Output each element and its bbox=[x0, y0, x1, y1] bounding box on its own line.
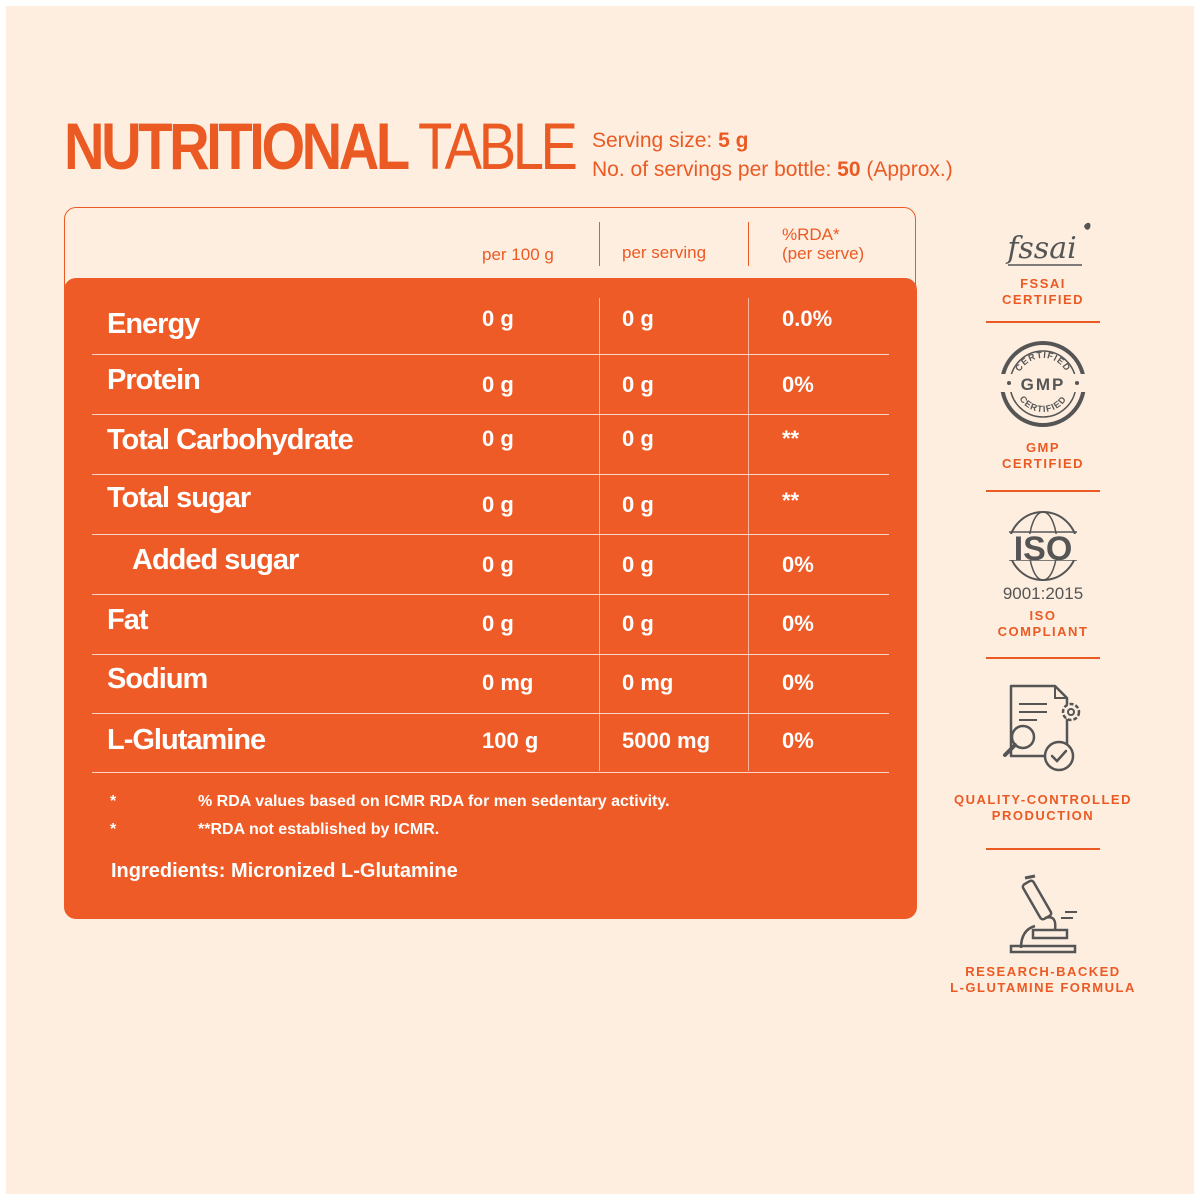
nutrient-name: Sodium bbox=[107, 663, 208, 695]
table-row: Added sugar 0 g 0 g 0% bbox=[92, 534, 889, 595]
iso-globe-icon: ISO bbox=[993, 511, 1093, 581]
table-row: L-Glutamine 100 g 5000 mg 0% bbox=[92, 712, 889, 773]
fssai-label-line2: CERTIFIED bbox=[1001, 292, 1085, 307]
serving-info: Serving size: 5 g No. of servings per bo… bbox=[592, 126, 953, 184]
rda-header-line1: %RDA* bbox=[782, 225, 840, 244]
footnote-text: **RDA not established by ICMR. bbox=[198, 821, 440, 838]
iso-label-line2: COMPLIANT bbox=[997, 624, 1089, 639]
value-rda: 0% bbox=[782, 552, 814, 577]
svg-text:fssai: fssai bbox=[1005, 231, 1076, 266]
value-rda: 0.0% bbox=[782, 306, 833, 331]
table-row: Energy 0 g 0 g 0.0% bbox=[92, 294, 889, 355]
iso-number: 9001:2015 bbox=[1002, 584, 1084, 603]
column-header-per-serving: per serving bbox=[622, 243, 707, 262]
header-divider bbox=[599, 222, 600, 266]
quality-label-line2: PRODUCTION bbox=[991, 808, 1095, 823]
footnote-mark: * bbox=[110, 793, 117, 810]
iso-label-line1: ISO bbox=[1029, 608, 1057, 623]
quality-badge: QUALITY-CONTROLLED PRODUCTION bbox=[940, 682, 1146, 824]
servings-per-bottle-line: No. of servings per bottle: 50 (Approx.) bbox=[592, 158, 953, 181]
nutrient-name: Total Carbohydrate bbox=[107, 424, 354, 456]
fssai-label-line1: FSSAI bbox=[1020, 276, 1066, 291]
badge-divider bbox=[986, 321, 1100, 323]
table-row: Fat 0 g 0 g 0% bbox=[92, 594, 889, 655]
value-per-100g: 0 g bbox=[482, 492, 514, 517]
document-gear-check-icon bbox=[1003, 684, 1081, 772]
svg-text:CERTIFIED: CERTIFIED bbox=[1013, 350, 1073, 373]
fssai-badge: fssai FSSAI CERTIFIED bbox=[940, 220, 1146, 308]
value-rda: ** bbox=[782, 488, 800, 513]
badge-divider bbox=[986, 848, 1100, 850]
value-per-100g: 100 g bbox=[482, 728, 539, 753]
value-rda: ** bbox=[782, 426, 800, 451]
nutrient-name: Protein bbox=[107, 364, 201, 396]
table-row: Protein 0 g 0 g 0% bbox=[92, 354, 889, 415]
serving-size-line: Serving size: 5 g bbox=[592, 129, 749, 152]
microscope-icon bbox=[1009, 874, 1077, 954]
quality-label-line1: QUALITY-CONTROLLED bbox=[954, 792, 1132, 807]
value-per-serving: 0 g bbox=[622, 552, 654, 577]
page-title: NUTRITIONAL TABLE bbox=[64, 109, 578, 183]
ingredients-line: Ingredients: Micronized L-Glutamine bbox=[111, 860, 458, 882]
value-per-serving: 0 mg bbox=[622, 670, 674, 695]
nutrition-panel: Energy 0 g 0 g 0.0% Protein 0 g 0 g 0% T… bbox=[64, 278, 917, 919]
svg-text:ISO: ISO bbox=[1014, 530, 1073, 568]
table-row: Total sugar 0 g 0 g ** bbox=[92, 474, 889, 535]
value-per-100g: 0 g bbox=[482, 611, 514, 636]
header-divider bbox=[748, 222, 749, 266]
nutrient-name: Added sugar bbox=[132, 544, 299, 576]
value-per-serving: 0 g bbox=[622, 611, 654, 636]
value-per-100g: 0 g bbox=[482, 426, 514, 451]
research-badge: RESEARCH-BACKED L-GLUTAMINE FORMULA bbox=[940, 874, 1146, 996]
column-header-per-100g: per 100 g bbox=[482, 245, 554, 264]
value-per-100g: 0 g bbox=[482, 552, 514, 577]
badge-divider bbox=[986, 490, 1100, 492]
fssai-logo-icon: fssai bbox=[1005, 222, 1091, 266]
value-per-100g: 0 g bbox=[482, 372, 514, 397]
nutrient-name: Fat bbox=[107, 604, 148, 636]
nutrient-name: Total sugar bbox=[107, 482, 251, 514]
value-per-serving: 0 g bbox=[622, 426, 654, 451]
value-per-serving: 0 g bbox=[622, 492, 654, 517]
value-per-serving: 0 g bbox=[622, 306, 654, 331]
table-row: Sodium 0 mg 0 mg 0% bbox=[92, 653, 889, 714]
iso-badge: ISO 9001:2015 ISO COMPLIANT bbox=[940, 508, 1146, 640]
research-label-line2: L-GLUTAMINE FORMULA bbox=[950, 980, 1136, 995]
value-per-100g: 0 mg bbox=[482, 670, 534, 695]
nutrient-name: Energy bbox=[107, 308, 200, 340]
value-per-serving: 0 g bbox=[622, 372, 654, 397]
value-rda: 0% bbox=[782, 372, 814, 397]
svg-text:GMP: GMP bbox=[1021, 375, 1066, 394]
table-row: Total Carbohydrate 0 g 0 g ** bbox=[92, 414, 889, 475]
badge-divider bbox=[986, 657, 1100, 659]
gmp-label-line2: CERTIFIED bbox=[1001, 456, 1085, 471]
research-label-line1: RESEARCH-BACKED bbox=[965, 964, 1121, 979]
value-per-100g: 0 g bbox=[482, 306, 514, 331]
footnote-mark: * bbox=[110, 821, 117, 838]
column-header-rda: %RDA* (per serve) bbox=[782, 225, 864, 263]
value-rda: 0% bbox=[782, 728, 814, 753]
gmp-seal-icon: CERTIFIED CERTIFIED GMP bbox=[999, 341, 1087, 427]
gmp-label-line1: GMP bbox=[1025, 440, 1061, 455]
gmp-badge: CERTIFIED CERTIFIED GMP GMP CERTIFIED bbox=[940, 336, 1146, 472]
value-rda: 0% bbox=[782, 670, 814, 695]
value-rda: 0% bbox=[782, 611, 814, 636]
rda-header-line2: (per serve) bbox=[782, 244, 865, 263]
footnote-text: % RDA values based on ICMR RDA for men s… bbox=[198, 793, 670, 810]
nutrient-name: L-Glutamine bbox=[107, 724, 266, 756]
value-per-serving: 5000 mg bbox=[622, 728, 711, 753]
